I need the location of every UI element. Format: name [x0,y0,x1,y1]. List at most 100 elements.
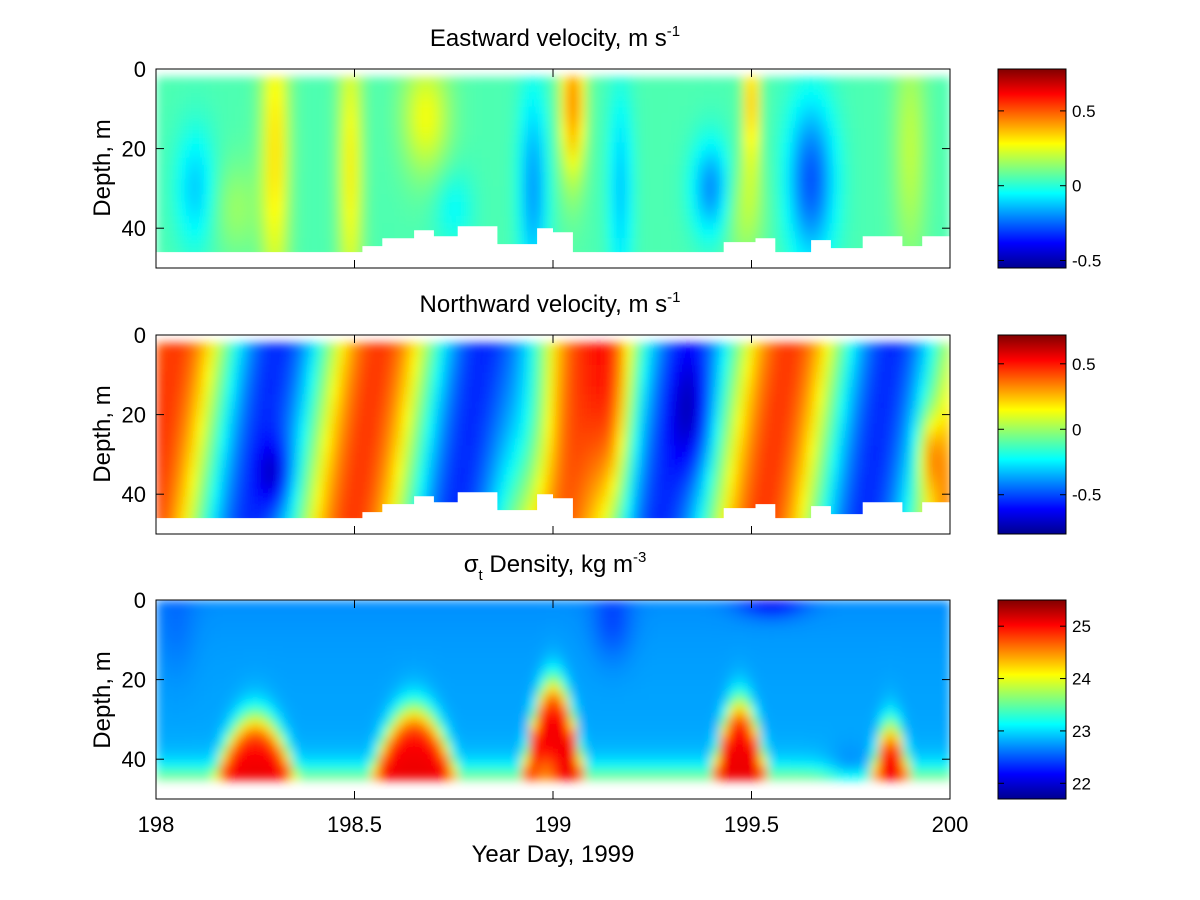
heatmap-cell [815,467,824,476]
heatmap-cell [807,98,816,108]
heatmap-cell [616,467,626,476]
heatmap-cell [394,416,404,425]
heatmap-cell [862,423,872,432]
heatmap-cell [680,423,689,432]
heatmap-cell [862,343,872,352]
heatmap-cell [275,438,284,447]
heatmap-cell [426,157,435,166]
heatmap-cell [314,120,324,130]
heatmap-cell [433,179,443,188]
heatmap-cell [489,452,499,462]
heatmap-cell [616,77,626,86]
heatmap-cell [394,106,404,115]
heatmap-cell [521,350,531,359]
heatmap-cell [203,98,213,108]
heatmap-cell [783,208,793,218]
heatmap-cell [354,445,364,454]
heatmap-cell [934,172,943,181]
heatmap-cell [505,128,515,137]
heatmap-cell [918,364,928,374]
heatmap-cell [918,394,928,403]
heatmap-cell [410,474,419,484]
heatmap-cell [259,467,269,476]
heatmap-cell [235,201,245,210]
heatmap-cell [513,386,523,396]
heatmap-cell [616,135,626,144]
heatmap-cell [568,496,578,505]
heatmap-cell [473,364,483,374]
heatmap-cell [759,408,769,418]
heatmap-cell [711,460,721,469]
heatmap-cell [799,230,808,239]
heatmap-cell [203,157,213,166]
heatmap-cell [799,164,808,174]
heatmap-cell [807,208,816,218]
heatmap-cell [187,408,197,418]
heatmap-cell [179,379,189,388]
heatmap-cell [179,201,189,210]
heatmap-cell [370,172,380,181]
heatmap-cell [775,511,785,520]
heatmap-cell [275,201,284,210]
heatmap-cell [799,511,808,520]
heatmap-cell [243,482,253,491]
heatmap-cell [330,223,340,232]
heatmap-cell [283,186,292,196]
heatmap-cell [807,113,816,122]
heatmap-cell [823,379,832,388]
heatmap-cell [767,343,777,352]
heatmap-cell [473,372,483,381]
heatmap-cell [775,401,785,410]
heatmap-cell [163,135,173,144]
heatmap-cell [545,216,554,225]
heatmap-cell [688,157,697,166]
heatmap-cell [521,91,531,100]
heatmap-cell [171,106,181,115]
heatmap-cell [584,467,594,476]
heatmap-cell [219,157,229,166]
heatmap-cell [505,423,515,432]
heatmap-cell [664,106,674,115]
heatmap-cell [886,201,896,210]
heatmap-cell [545,379,554,388]
heatmap-cell [473,445,483,454]
heatmap-cell [370,467,380,476]
heatmap-cell [870,91,880,100]
heatmap-cell [878,142,888,152]
heatmap-cell [314,230,324,239]
heatmap-cell [807,135,816,144]
heatmap-cell [497,372,507,381]
heatmap-cell [719,357,729,366]
heatmap-cell [576,482,586,491]
heatmap-cell [680,179,689,188]
heatmap-cell [553,438,562,447]
heatmap-cell [640,482,650,491]
heatmap-cell [394,364,404,374]
heatmap-cell [767,157,777,166]
heatmap-cell [306,416,316,425]
heatmap-cell [187,430,197,440]
heatmap-cell [330,482,340,491]
heatmap-cell [791,120,801,130]
heatmap-cell [426,172,435,181]
heatmap-cell [600,120,610,130]
heatmap-cell [664,372,674,381]
heatmap-cell [259,245,269,254]
heatmap-cell [838,350,848,359]
heatmap-cell [473,150,483,159]
heatmap-cell [640,504,650,513]
heatmap-cell [195,467,205,476]
heatmap-cell [648,357,658,366]
heatmap-cell [584,445,594,454]
heatmap-cell [616,128,626,137]
heatmap-cell [505,357,515,366]
heatmap-cell [227,106,237,115]
heatmap-cell [386,438,396,447]
heatmap-cell [251,408,261,418]
heatmap-cell [751,364,761,374]
heatmap-cell [759,372,769,381]
heatmap-cell [433,223,443,232]
heatmap-cell [203,208,213,218]
heatmap-cell [314,142,324,152]
